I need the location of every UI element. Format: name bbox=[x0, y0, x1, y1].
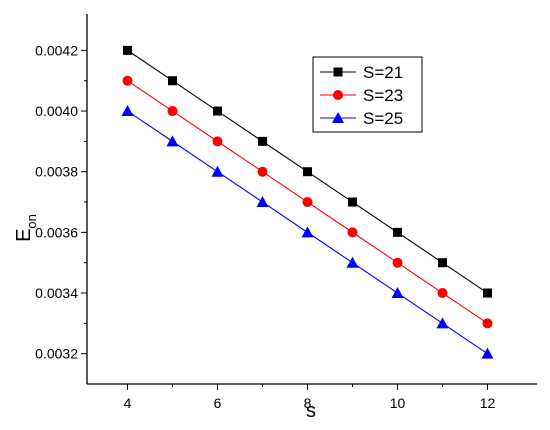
y-tick-label: 0.0036 bbox=[35, 224, 78, 240]
legend-label: S=25 bbox=[363, 109, 403, 128]
x-tick-label: 8 bbox=[304, 395, 312, 411]
series-s-25 bbox=[121, 105, 494, 359]
legend-item: S=21 bbox=[320, 63, 403, 82]
legend-label: S=23 bbox=[363, 86, 403, 105]
data-point bbox=[303, 167, 312, 177]
data-point bbox=[213, 106, 222, 116]
x-axis-label: s bbox=[306, 400, 316, 422]
data-point bbox=[392, 257, 403, 268]
data-point bbox=[346, 256, 359, 268]
y-tick-label: 0.0034 bbox=[35, 285, 78, 301]
data-point bbox=[301, 226, 314, 238]
series-s-21 bbox=[123, 45, 492, 298]
data-point bbox=[437, 288, 448, 299]
data-point bbox=[122, 75, 133, 86]
y-axis-label: Eon bbox=[13, 214, 39, 242]
data-point bbox=[258, 136, 267, 146]
legend-item: S=25 bbox=[320, 109, 403, 128]
data-point bbox=[393, 227, 402, 237]
legend-marker bbox=[333, 90, 343, 100]
y-axis-label-subscript: on bbox=[24, 214, 39, 228]
data-point bbox=[391, 287, 404, 299]
y-tick-label: 0.0040 bbox=[35, 103, 78, 119]
series-layer bbox=[121, 45, 494, 359]
data-point bbox=[438, 258, 447, 268]
data-point bbox=[256, 196, 269, 208]
y-axis-label-main: E bbox=[13, 229, 35, 242]
data-point bbox=[211, 165, 224, 177]
y-tick-label: 0.0032 bbox=[35, 346, 78, 362]
chart-legend: S=21 S=23 S=25 bbox=[312, 56, 423, 133]
legend-item: S=23 bbox=[320, 86, 403, 105]
data-point bbox=[302, 197, 313, 208]
y-tick-label: 0.0038 bbox=[35, 164, 78, 180]
data-point bbox=[436, 317, 449, 329]
x-tick-label: 10 bbox=[390, 395, 406, 411]
legend-marker bbox=[333, 67, 343, 77]
plot-axes: 4 6 8 10 12 0.0032 0.0034 0.0036 0.0038 0.0040 0.0… bbox=[35, 14, 537, 411]
series-s-23 bbox=[122, 75, 493, 329]
y-tick-label: 0.0042 bbox=[35, 42, 78, 58]
data-point bbox=[348, 197, 357, 207]
legend-marker bbox=[332, 112, 344, 123]
data-point bbox=[257, 166, 268, 177]
data-point bbox=[168, 76, 177, 86]
x-tick-label: 4 bbox=[124, 395, 132, 411]
data-point bbox=[166, 135, 179, 147]
data-point bbox=[481, 347, 494, 359]
data-point bbox=[347, 227, 358, 238]
data-point bbox=[121, 105, 134, 117]
x-tick-label: 6 bbox=[214, 395, 222, 411]
x-tick-label: 12 bbox=[480, 395, 496, 411]
data-point bbox=[482, 318, 493, 329]
data-point bbox=[483, 288, 492, 298]
data-point bbox=[123, 45, 132, 55]
data-point bbox=[167, 106, 178, 117]
data-point bbox=[212, 136, 223, 147]
legend-label: S=21 bbox=[363, 63, 403, 82]
